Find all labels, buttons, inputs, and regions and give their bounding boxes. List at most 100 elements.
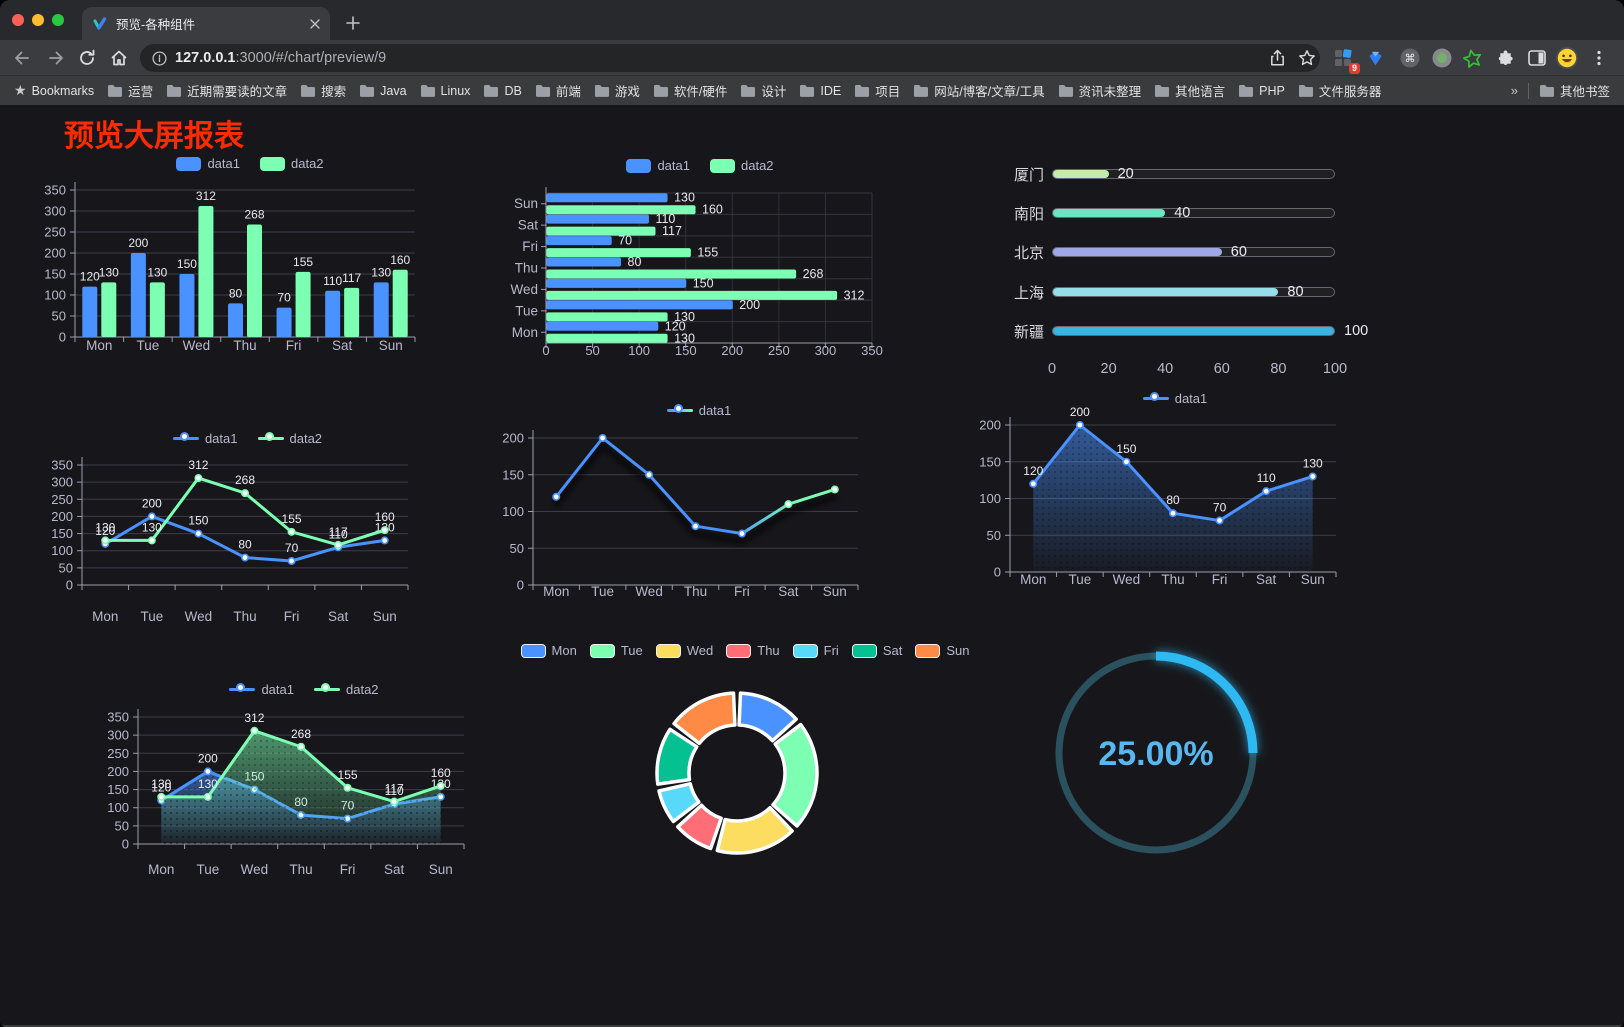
chart-legend: data1 data2 (500, 158, 900, 173)
svg-text:100: 100 (44, 288, 66, 303)
svg-text:120: 120 (151, 780, 171, 794)
browser-menu-button[interactable] (1586, 45, 1612, 71)
bookmark-folder[interactable]: 搜索 (300, 81, 346, 100)
svg-text:160: 160 (431, 766, 451, 780)
extension-tampermonkey[interactable]: 9 (1330, 45, 1360, 74)
close-window-button[interactable] (12, 14, 24, 26)
reload-button[interactable] (74, 45, 100, 71)
bookmark-folder[interactable]: 前端 (535, 81, 581, 100)
bookmark-folder[interactable]: 软件/硬件 (653, 81, 727, 100)
legend-item[interactable]: data2 (260, 156, 324, 171)
new-tab-button[interactable] (340, 10, 366, 36)
legend-label: data1 (698, 403, 732, 418)
bookmark-folder[interactable]: 项目 (854, 81, 900, 100)
legend-item[interactable]: Mon (520, 643, 577, 658)
svg-text:70: 70 (285, 541, 299, 555)
window-bottom-edge (0, 1025, 1624, 1027)
svg-text:Sat: Sat (1256, 572, 1277, 587)
bookmarks-overflow-chevron[interactable]: » (1510, 83, 1518, 98)
svg-text:200: 200 (128, 236, 148, 250)
legend-item[interactable]: data1 (666, 403, 732, 418)
other-bookmarks-label: 其他书签 (1559, 85, 1610, 99)
chart-legend: data1 data2 (45, 431, 450, 446)
extensions-menu[interactable] (1492, 45, 1518, 71)
bookmark-folder[interactable]: 网站/博客/文章/工具 (913, 81, 1045, 100)
extension-gem[interactable] (1362, 45, 1388, 71)
legend-item[interactable]: data1 (172, 431, 238, 446)
home-button[interactable] (106, 45, 132, 71)
profile-avatar[interactable] (1554, 45, 1580, 71)
bookmark-folder-label: 近期需要读的文章 (187, 85, 288, 99)
horizontal-bar-chart: 0 50 100 150 200 250 300 350 Sun 130 160 Sat 110 117 F… (500, 148, 900, 368)
other-bookmarks-folder[interactable]: 其他书签 (1539, 81, 1610, 100)
svg-text:150: 150 (1116, 442, 1136, 456)
svg-text:Mon: Mon (512, 325, 538, 340)
bookmarks-manager[interactable]: ★ Bookmarks (14, 82, 94, 99)
folder-icon (301, 85, 316, 97)
svg-text:120: 120 (80, 270, 100, 284)
bookmark-folder[interactable]: 文件服务器 (1298, 81, 1381, 100)
page-content: 预览大屏报表 0 50 100 150 200 250 300 350 Mon Tue Wed Thu… (0, 105, 1624, 1027)
bookmark-folder[interactable]: 运营 (107, 81, 153, 100)
svg-text:312: 312 (196, 189, 216, 203)
legend-item[interactable]: data2 (314, 682, 379, 697)
axis-tick-label: 60 (1213, 361, 1230, 377)
progress-fill (1053, 327, 1334, 335)
svg-text:350: 350 (51, 458, 73, 473)
svg-text:110: 110 (329, 527, 348, 541)
bookmark-folder[interactable]: DB (483, 81, 522, 100)
site-info-icon[interactable] (152, 50, 167, 66)
bookmark-folder[interactable]: 游戏 (594, 81, 640, 100)
bookmark-folder[interactable]: 其他语言 (1154, 81, 1225, 100)
legend-item[interactable]: Fri (792, 643, 839, 658)
bookmark-folder[interactable]: Java (359, 81, 407, 100)
tab-close-icon[interactable] (310, 18, 320, 29)
extension-command[interactable]: ⌘ (1397, 45, 1423, 71)
back-button[interactable] (9, 45, 35, 71)
folder-icon (1058, 85, 1073, 97)
side-panel-button[interactable] (1524, 45, 1550, 71)
extension-evernote[interactable] (1459, 45, 1485, 71)
chart-legend: Mon Tue Wed Thu Fri Sat Sun (520, 643, 969, 658)
bookmark-folder[interactable]: Linux (420, 81, 470, 100)
forward-button[interactable] (43, 45, 69, 71)
svg-text:Thu: Thu (233, 338, 256, 353)
bookmark-folder[interactable]: 近期需要读的文章 (166, 81, 287, 100)
legend-item[interactable]: Sun (915, 643, 969, 658)
browser-tab[interactable]: 预览-各种组件 (82, 7, 330, 40)
legend-item[interactable]: data1 (229, 682, 294, 697)
svg-text:Tue: Tue (196, 862, 219, 877)
legend-item[interactable]: data1 (176, 156, 240, 171)
bookmark-folder[interactable]: 资讯未整理 (1058, 81, 1141, 100)
svg-text:0: 0 (59, 330, 66, 345)
back-icon (15, 51, 29, 65)
svg-text:0: 0 (122, 837, 129, 852)
legend-item[interactable]: Thu (726, 643, 780, 658)
legend-item[interactable]: data1 (626, 158, 690, 173)
legend-item[interactable]: Wed (655, 643, 713, 658)
bookmark-folder[interactable]: 设计 (740, 81, 786, 100)
legend-item[interactable]: data1 (1142, 391, 1207, 406)
svg-text:268: 268 (235, 473, 255, 487)
progress-track (1052, 287, 1335, 297)
extension-badge: 9 (1348, 63, 1360, 74)
maximize-window-button[interactable] (52, 14, 64, 26)
svg-text:130: 130 (147, 265, 167, 279)
svg-text:80: 80 (229, 286, 243, 300)
url-bar[interactable]: 127.0.0.1:3000/#/chart/preview/9 (140, 44, 1320, 72)
legend-label: data1 (207, 156, 240, 171)
legend-item[interactable]: Tue (589, 643, 643, 658)
bookmark-folder[interactable]: IDE (799, 81, 841, 100)
area-line-chart: 0 50 100 150 200 Mon Tue Wed Thu Fri Sat Sun 120 200 1… (975, 386, 1375, 598)
svg-text:100: 100 (628, 343, 650, 358)
legend-item[interactable]: Sat (851, 643, 902, 658)
legend-item[interactable]: data2 (710, 158, 774, 173)
bookmark-folder[interactable]: PHP (1238, 81, 1285, 100)
bookmark-star-button[interactable] (1296, 48, 1318, 68)
share-button[interactable] (1266, 48, 1288, 68)
svg-text:200: 200 (198, 751, 218, 765)
minimize-window-button[interactable] (32, 14, 44, 26)
legend-item[interactable]: data2 (257, 431, 322, 446)
extension-recorder[interactable] (1429, 45, 1455, 71)
